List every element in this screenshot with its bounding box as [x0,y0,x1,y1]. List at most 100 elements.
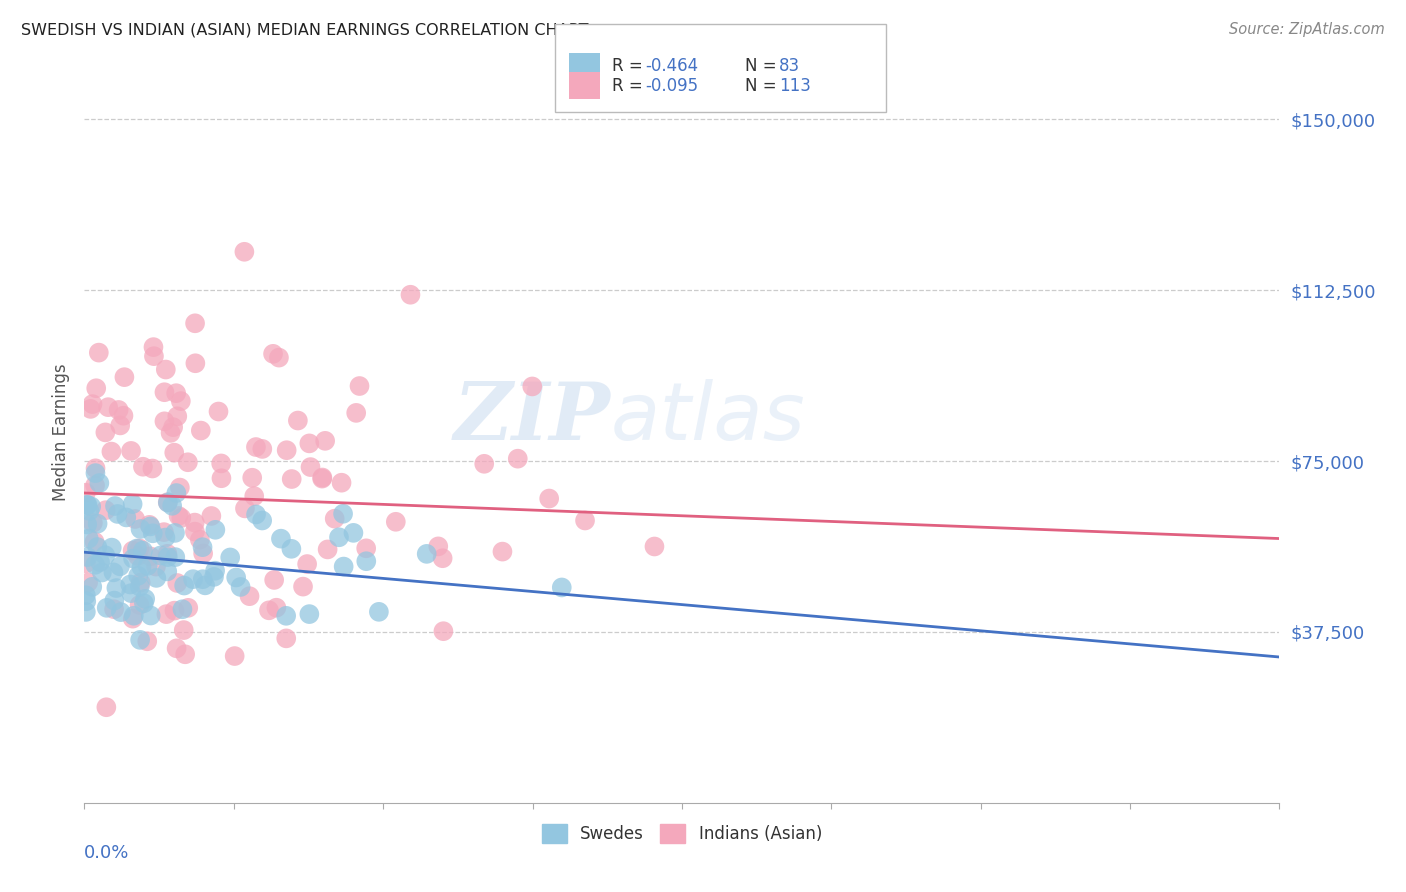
Point [316,542,339,557]
Point [156,495,179,509]
Point [122,551,145,566]
Point [94,425,117,440]
Point [184,356,207,370]
Point [96,700,118,714]
Point [295,557,318,571]
Point [128,598,150,612]
Point [252,442,274,456]
Point [225,570,247,584]
Point [145,571,167,585]
Text: ZIP: ZIP [453,379,610,457]
Point [75,605,97,619]
Point [330,475,353,490]
Text: atlas: atlas [610,379,806,457]
Point [181,572,204,586]
Point [100,444,122,458]
Point [184,316,207,330]
Point [311,470,333,484]
Point [229,580,252,594]
Point [84,461,107,475]
Point [311,472,333,486]
Point [84,466,107,480]
Point [110,605,132,619]
Point [139,608,162,623]
Point [165,486,187,500]
Point [132,596,155,610]
Point [342,525,364,540]
Point [163,445,186,459]
Point [89,555,111,569]
Point [136,634,159,648]
Point [90,566,112,580]
Point [276,632,298,646]
Point [107,507,129,521]
Point [262,347,284,361]
Point [238,589,260,603]
Point [77,575,100,590]
Point [204,564,226,578]
Point [184,524,207,539]
Text: -0.464: -0.464 [645,57,699,75]
Point [80,500,103,514]
Point [207,404,229,418]
Text: R =: R = [612,77,648,95]
Point [219,550,242,565]
Point [156,547,179,561]
Text: Source: ZipAtlas.com: Source: ZipAtlas.com [1229,22,1385,37]
Point [76,517,98,532]
Text: R =: R = [612,57,648,75]
Point [125,541,148,556]
Point [108,559,131,574]
Point [128,580,150,594]
Point [191,540,214,554]
Point [79,401,101,416]
Point [84,478,107,492]
Point [142,349,165,363]
Point [166,409,188,424]
Point [76,498,98,512]
Point [107,403,129,417]
Point [167,508,190,523]
Point [194,578,217,592]
Point [551,581,574,595]
Point [170,511,193,525]
Point [299,460,322,475]
Point [250,514,273,528]
Point [128,541,150,556]
Point [166,576,188,591]
Point [127,549,149,563]
Point [472,457,495,471]
Point [276,608,298,623]
Point [202,570,225,584]
Point [121,543,143,558]
Point [82,580,104,594]
Point [399,287,422,301]
Point [89,476,111,491]
Point [266,600,288,615]
Point [86,516,108,531]
Point [191,572,214,586]
Point [153,525,176,540]
Point [136,558,159,573]
Point [153,385,176,400]
Text: N =: N = [745,77,782,95]
Point [127,569,149,583]
Point [104,499,127,513]
Y-axis label: Median Earnings: Median Earnings [52,364,70,501]
Point [142,340,165,354]
Point [115,510,138,524]
Point [385,515,408,529]
Point [75,485,97,500]
Point [94,503,117,517]
Point [332,559,354,574]
Point [211,471,233,485]
Point [173,623,195,637]
Point [432,551,454,566]
Point [124,512,146,526]
Point [112,370,135,384]
Point [156,550,179,565]
Legend: Swedes, Indians (Asian): Swedes, Indians (Asian) [534,817,830,850]
Point [169,481,191,495]
Point [245,440,267,454]
Point [86,540,108,554]
